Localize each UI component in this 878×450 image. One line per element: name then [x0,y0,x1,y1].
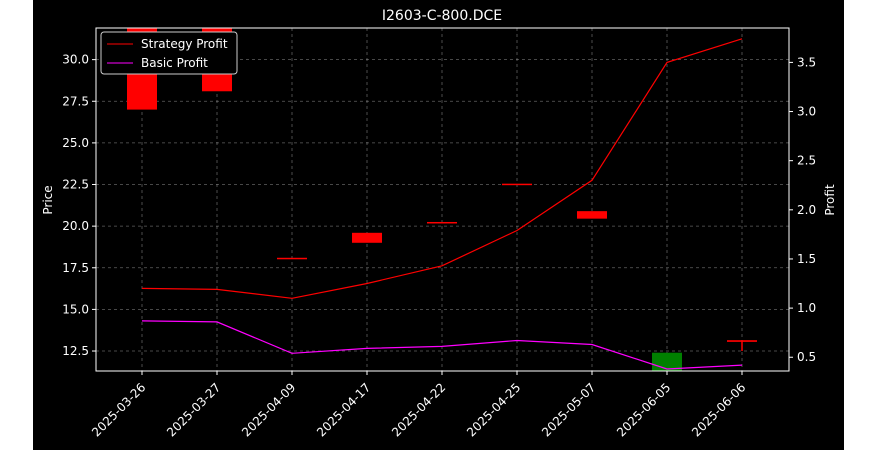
left-tick-label: 22.5 [62,178,89,192]
candle-body [727,340,757,342]
legend-box [100,31,238,75]
strategy-profit-line [141,38,743,299]
grid [96,28,789,371]
legend: Strategy Profit Basic Profit [100,31,238,75]
legend-label-basic: Basic Profit [141,56,208,70]
right-tick-label: 2.5 [797,154,816,168]
legend-label-strategy: Strategy Profit [141,37,228,51]
right-tick-label: 3.5 [797,55,816,69]
x-tick-label: 2025-04-25 [464,380,523,439]
x-tick-label: 2025-03-27 [164,380,223,439]
plot-frame [95,27,790,372]
left-tick-label: 27.5 [62,94,89,108]
right-tick-label: 2.0 [797,203,816,217]
right-tick-label: 1.5 [797,252,816,266]
left-tick-label: 20.0 [62,219,89,233]
x-tick-label: 2025-04-09 [239,380,298,439]
x-tick-label: 2025-04-17 [314,380,373,439]
left-tick-label: 30.0 [62,53,89,67]
x-tick-label: 2025-06-06 [689,380,748,439]
candle-body [427,221,457,224]
left-tick-label: 15.0 [62,302,89,316]
candles [127,28,757,371]
chart-background [33,0,844,450]
right-tick-label: 1.0 [797,301,816,315]
x-tick-label: 2025-05-07 [539,380,598,439]
candle-body [277,257,307,260]
candle-body [577,211,607,219]
basic-profit-line [141,320,743,370]
left-tick-label: 12.5 [62,344,89,358]
axes: 2025-03-26 2025-03-27 2025-04-09 2025-04-17… [62,53,816,440]
right-tick-label: 3.0 [797,105,816,119]
right-axis-label: Profit [823,184,837,216]
candle-body [502,183,532,186]
left-tick-label: 17.5 [62,261,89,275]
right-tick-label: 0.5 [797,350,816,364]
left-axis-label: Price [41,185,55,214]
profit-lines [141,38,743,370]
x-tick-label: 2025-04-22 [389,380,448,439]
left-tick-label: 25.0 [62,136,89,150]
x-tick-label: 2025-06-05 [614,380,673,439]
chart-title: I2603-C-800.DCE [382,8,502,24]
x-tick-label: 2025-03-26 [89,380,148,439]
candle-body [352,232,382,243]
